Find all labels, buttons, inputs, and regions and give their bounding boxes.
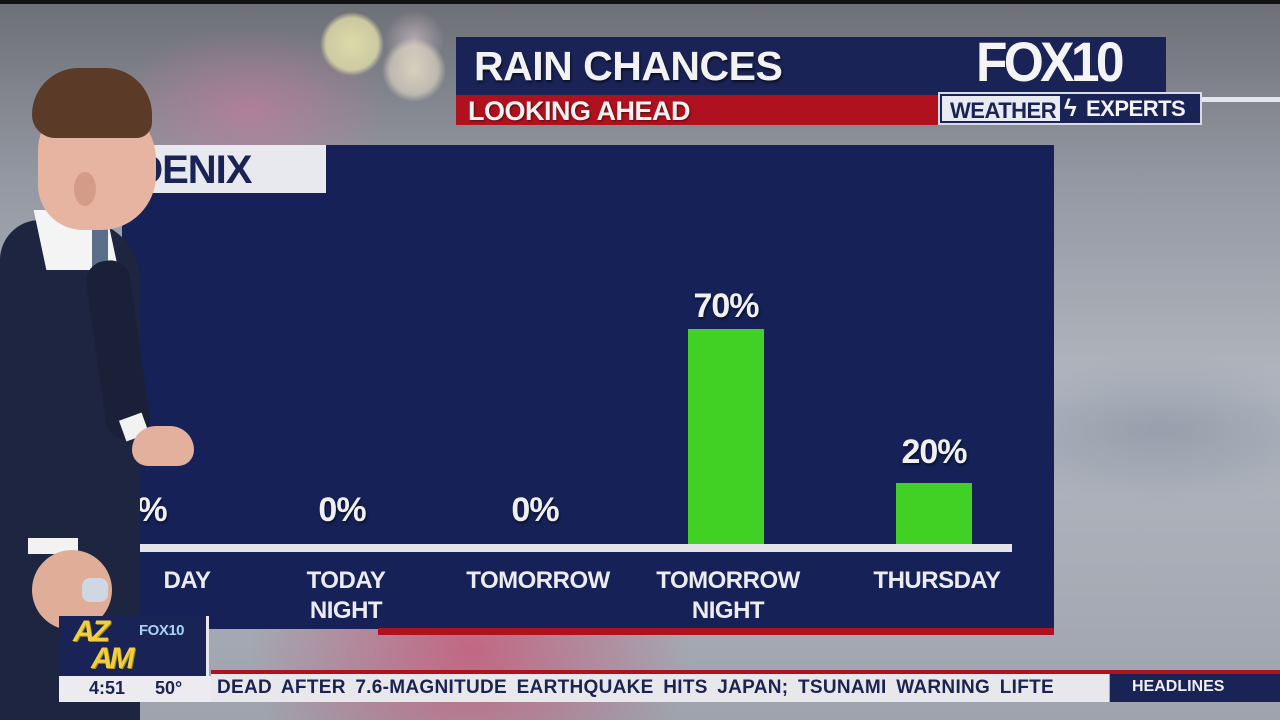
subtitle-bar: LOOKING AHEAD	[456, 95, 956, 126]
ticker-text: DEAD AFTER 7.6-MAGNITUDE EARTHQUAKE HITS…	[217, 677, 1054, 698]
category-line: TOMORROW	[466, 567, 610, 594]
value-label-tomorrow-night: 70%	[693, 287, 759, 325]
title-bar: RAIN CHANCES	[456, 37, 1166, 95]
show-logo-station: FOX10	[139, 622, 185, 639]
badge-left-panel: WEATHER	[942, 96, 1060, 123]
category-label-today-night: TODAY NIGHT	[246, 566, 446, 626]
top-letterbox	[0, 0, 1280, 4]
panel-red-accent	[378, 628, 1054, 635]
category-line: TOMORROW	[656, 567, 800, 594]
presenter-hair	[32, 68, 152, 138]
news-ticker: DEAD AFTER 7.6-MAGNITUDE EARTHQUAKE HITS…	[211, 674, 1109, 702]
clicker-icon	[82, 578, 108, 602]
station-logo: FOX10	[976, 30, 1125, 93]
headlines-label: HEADLINES	[1132, 678, 1225, 695]
value-label-today: %	[137, 491, 167, 529]
show-logo-bottom: AM	[91, 642, 135, 675]
current-temperature: 50°	[155, 678, 183, 698]
category-line: NIGHT	[309, 597, 383, 624]
header-accent-line	[1202, 97, 1280, 102]
category-line: DAY	[163, 567, 211, 594]
show-logo: AZ AM	[73, 615, 135, 675]
ticker-red-line	[211, 670, 1280, 674]
show-logo-box: AZ AM FOX10	[59, 616, 209, 678]
presenter-hand	[132, 426, 194, 466]
presenter-ear	[74, 172, 96, 206]
category-line: THURSDAY	[873, 567, 1001, 594]
category-label-tomorrow-night: TOMORROW NIGHT	[628, 566, 828, 626]
ticker-section-label: HEADLINES	[1110, 674, 1280, 702]
chart-panel	[122, 145, 1054, 629]
graphic-subtitle: LOOKING AHEAD	[468, 96, 691, 126]
category-line: TODAY	[306, 567, 386, 594]
category-label-today: DAY	[60, 566, 260, 596]
clock-time: 4:51	[89, 678, 126, 698]
show-logo-top: AZ	[73, 615, 110, 648]
chart-baseline	[122, 544, 1012, 552]
value-label-today-night: 0%	[318, 491, 366, 529]
lightning-bolt-icon: ϟ	[1064, 95, 1077, 122]
category-label-thursday: THURSDAY	[837, 566, 1037, 596]
bar-tomorrow-night	[688, 329, 764, 545]
value-label-thursday: 20%	[901, 433, 967, 471]
weather-experts-badge: WEATHER ϟ EXPERTS	[938, 92, 1202, 125]
value-label-tomorrow: 0%	[511, 491, 559, 529]
graphic-title: RAIN CHANCES	[474, 43, 783, 89]
category-line: NIGHT	[691, 597, 765, 624]
category-label-tomorrow: TOMORROW	[438, 566, 638, 596]
time-temp-box: 4:51 50°	[59, 676, 211, 702]
bar-thursday	[896, 483, 972, 545]
badge-weather-text: WEATHER	[950, 98, 1057, 123]
badge-experts-text: EXPERTS	[1086, 96, 1186, 121]
